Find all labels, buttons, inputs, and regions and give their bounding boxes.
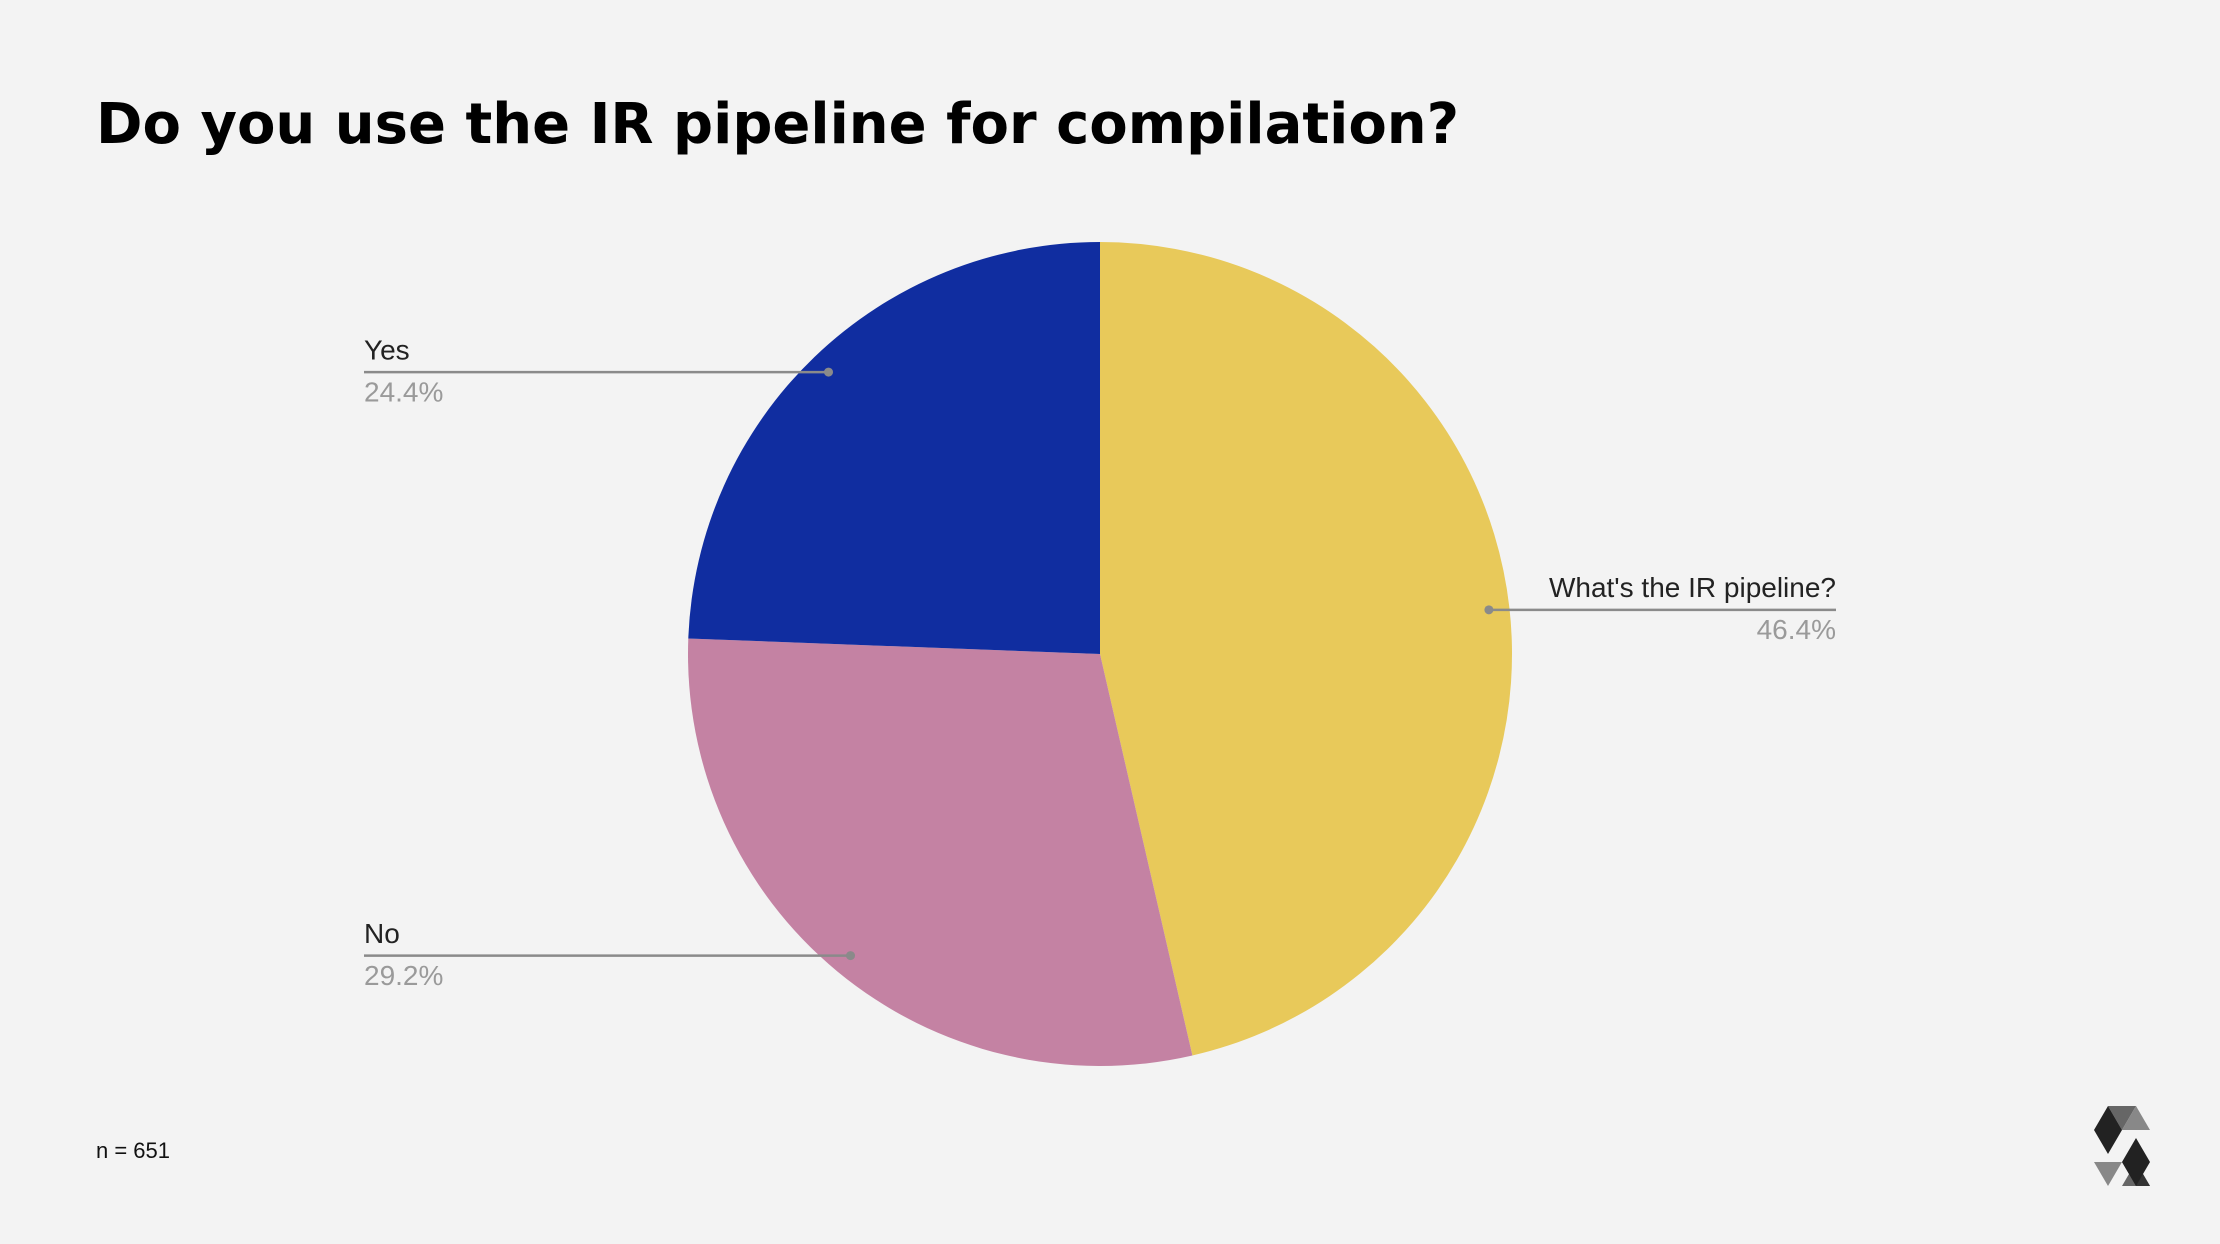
leader-dot [1484,605,1494,615]
slice-label: What's the IR pipeline? [1549,572,1836,603]
value-label: 46.4% [1757,614,1836,645]
leader-dot [846,951,856,961]
value-label: 24.4% [364,376,443,407]
slice-label: No [364,918,400,949]
pie-slice [1100,242,1513,1056]
value-label: 29.2% [364,960,443,991]
leader-dot [824,367,834,377]
pie-slice [688,638,1193,1066]
footnote: n = 651 [96,1138,170,1163]
pie-slice [688,242,1100,654]
chart-title: Do you use the IR pipeline for compilati… [96,92,1459,157]
slice-label: Yes [364,334,410,365]
logo [2094,1106,2150,1186]
